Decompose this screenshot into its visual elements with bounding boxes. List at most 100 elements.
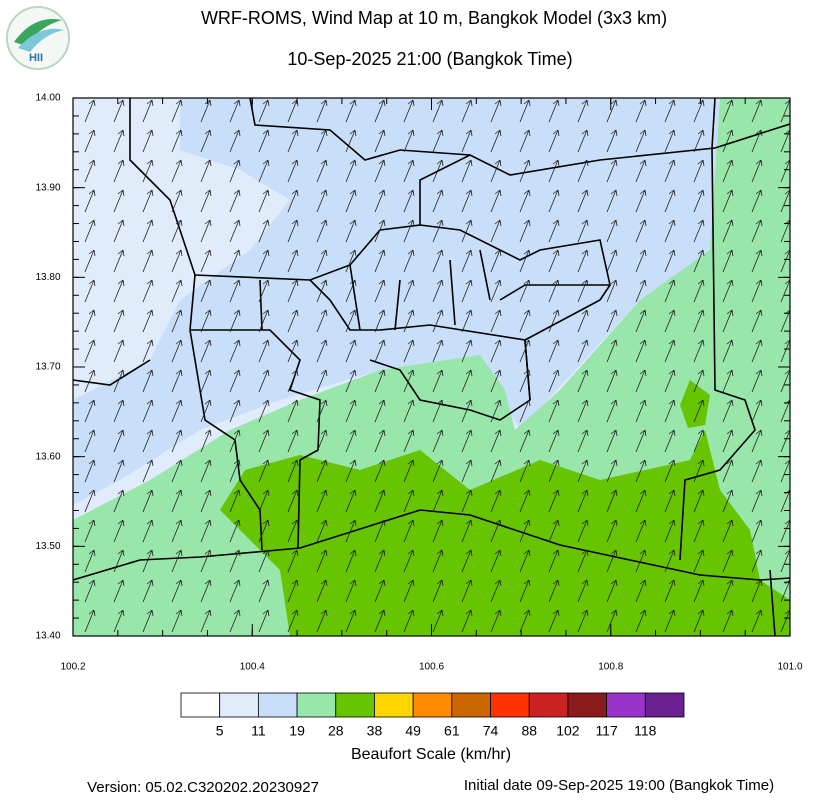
wind-arrow	[577, 279, 589, 303]
wind-arrow	[490, 459, 502, 483]
wind-arrow	[84, 399, 96, 423]
wind-arrow	[316, 399, 328, 423]
wind-arrow	[461, 339, 473, 363]
wind-arrow	[316, 249, 328, 273]
x-tick-label: 100.2	[60, 662, 85, 673]
wind-arrow	[84, 549, 96, 573]
wind-arrow	[490, 549, 502, 573]
wind-arrow	[693, 519, 705, 543]
wind-arrow	[461, 309, 473, 333]
wind-arrow	[316, 189, 328, 213]
y-tick-label: 13.40	[35, 631, 60, 642]
wind-arrow	[84, 219, 96, 243]
wind-arrow	[200, 489, 212, 513]
wind-arrow	[751, 579, 763, 603]
wind-arrow	[519, 159, 531, 183]
wind-arrow	[229, 549, 241, 573]
wind-arrow	[751, 369, 763, 393]
wind-arrow	[722, 159, 734, 183]
wind-arrow	[345, 369, 357, 393]
colorbar-label: 28	[328, 723, 344, 739]
wind-arrow	[345, 129, 357, 153]
wind-arrow	[229, 189, 241, 213]
wind-arrow	[200, 519, 212, 543]
wind-arrow	[722, 369, 734, 393]
wind-arrow	[635, 549, 647, 573]
wind-arrow	[229, 129, 241, 153]
color-swatch	[606, 692, 646, 718]
wind-arrow	[374, 579, 386, 603]
wind-arrow	[635, 339, 647, 363]
wind-arrow	[606, 99, 618, 123]
subtitle: 10-Sep-2025 21:00 (Bangkok Time)	[287, 49, 572, 69]
wind-arrow	[548, 549, 560, 573]
wind-arrow	[84, 369, 96, 393]
wind-arrow	[142, 129, 154, 153]
color-swatch	[567, 692, 608, 718]
wind-arrow	[171, 99, 183, 123]
wind-arrow	[142, 99, 154, 123]
region-green	[220, 430, 790, 636]
wind-arrow	[345, 279, 357, 303]
wind-arrow	[664, 579, 676, 603]
wind-arrow	[316, 579, 328, 603]
wind-arrow	[316, 459, 328, 483]
wind-arrow	[432, 99, 444, 123]
wind-arrow	[461, 399, 473, 423]
wind-arrow	[664, 249, 676, 273]
wind-arrow	[519, 309, 531, 333]
wind-arrow	[606, 159, 618, 183]
x-tick-label: 101.0	[777, 662, 802, 673]
wind-arrow	[374, 489, 386, 513]
wind-arrow	[229, 369, 241, 393]
wind-arrow	[519, 519, 531, 543]
wind-arrow	[490, 189, 502, 213]
wind-arrow	[780, 459, 790, 483]
wind-arrow	[258, 189, 270, 213]
wind-arrow	[403, 489, 415, 513]
color-swatch	[335, 692, 375, 718]
wind-arrow	[113, 609, 125, 633]
wind-arrow	[171, 309, 183, 333]
wind-arrow	[461, 429, 473, 453]
wind-arrow	[200, 129, 212, 153]
wind-arrow	[722, 399, 734, 423]
wind-arrow	[229, 249, 241, 273]
wind-arrow	[258, 219, 270, 243]
wind-arrow	[142, 219, 154, 243]
wind-arrow	[229, 99, 241, 123]
wind-arrow	[461, 519, 473, 543]
wind-arrow	[548, 189, 560, 213]
wind-arrow	[171, 339, 183, 363]
wind-arrow	[780, 429, 790, 453]
wind-arrow	[345, 489, 357, 513]
wind-arrow	[171, 489, 183, 513]
wind-arrow	[316, 429, 328, 453]
wind-arrow	[403, 399, 415, 423]
wind-arrow	[432, 189, 444, 213]
wind-arrow	[345, 219, 357, 243]
wind-arrow	[693, 189, 705, 213]
wind-arrow	[113, 249, 125, 273]
wind-arrow	[722, 339, 734, 363]
wind-arrow	[287, 459, 299, 483]
wind-arrow	[490, 99, 502, 123]
wind-arrow	[200, 159, 212, 183]
wind-arrow	[548, 459, 560, 483]
wind-arrow	[113, 549, 125, 573]
wind-arrow	[200, 189, 212, 213]
colorbar-label: 117	[595, 723, 618, 739]
colorbar-label: 118	[634, 723, 657, 739]
wind-arrow	[693, 249, 705, 273]
wind-arrow	[316, 369, 328, 393]
wind-arrow	[577, 159, 589, 183]
wind-arrow	[693, 429, 705, 453]
wind-arrow	[229, 489, 241, 513]
wind-arrow	[171, 579, 183, 603]
wind-arrow	[606, 309, 618, 333]
wind-arrow	[142, 429, 154, 453]
wind-arrow	[664, 549, 676, 573]
wind-arrow	[258, 579, 270, 603]
wind-arrow	[345, 579, 357, 603]
